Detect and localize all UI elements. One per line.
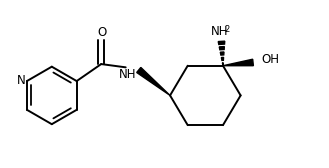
Polygon shape	[221, 57, 224, 60]
Text: N: N	[17, 74, 25, 87]
Polygon shape	[218, 41, 225, 45]
Text: OH: OH	[261, 53, 279, 66]
Text: 2: 2	[225, 25, 230, 34]
Text: NH: NH	[211, 25, 228, 38]
Text: NH: NH	[118, 68, 136, 81]
Polygon shape	[219, 47, 224, 50]
Polygon shape	[223, 59, 253, 66]
Polygon shape	[220, 52, 224, 55]
Text: O: O	[97, 26, 107, 39]
Polygon shape	[137, 67, 170, 95]
Polygon shape	[222, 63, 223, 66]
